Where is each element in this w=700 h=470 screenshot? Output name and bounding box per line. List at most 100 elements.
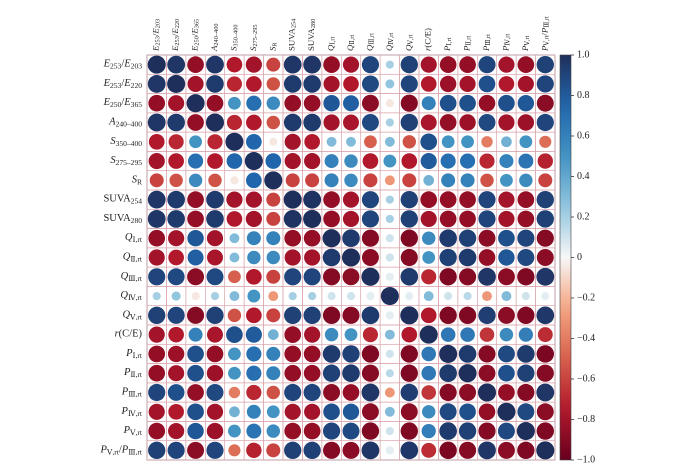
corr-circle xyxy=(517,249,535,266)
corr-circle xyxy=(536,229,554,247)
corr-circle xyxy=(304,152,321,170)
corr-circle xyxy=(536,210,554,228)
corr-circle xyxy=(167,384,185,401)
row-label: E250/E365 xyxy=(103,98,143,109)
corr-circle xyxy=(228,386,241,399)
corr-circle xyxy=(478,229,496,247)
column-label: A240–400 xyxy=(209,23,220,52)
corr-circle xyxy=(284,249,301,266)
corr-circle xyxy=(304,133,320,150)
corr-circle xyxy=(229,406,240,418)
corr-circle xyxy=(187,268,205,286)
corr-circle xyxy=(322,422,341,440)
corr-circle xyxy=(478,56,496,74)
corr-circle xyxy=(168,422,185,440)
corr-circle xyxy=(245,56,262,73)
corr-circle xyxy=(148,422,166,440)
corr-circle xyxy=(497,422,515,440)
corr-circle xyxy=(246,404,261,419)
corr-circle xyxy=(167,55,186,74)
colorbar-tick-label: 0.2 xyxy=(577,211,590,222)
corr-circle xyxy=(385,195,394,204)
corr-circle xyxy=(246,95,262,111)
corr-circle xyxy=(361,114,379,131)
corr-circle xyxy=(519,135,533,149)
corr-circle xyxy=(303,383,321,402)
corr-circle xyxy=(268,291,279,302)
corr-circle xyxy=(152,292,161,301)
corr-circle xyxy=(187,210,204,228)
corr-circle xyxy=(459,210,476,228)
corr-circle xyxy=(226,76,242,92)
corr-circle xyxy=(439,403,457,421)
corr-circle xyxy=(266,385,280,400)
corr-circle xyxy=(439,383,457,402)
corr-circle xyxy=(478,403,496,421)
corr-circle xyxy=(323,384,341,401)
corr-circle xyxy=(517,95,535,112)
corr-circle xyxy=(344,328,358,342)
corr-circle xyxy=(188,173,203,188)
corr-circle xyxy=(147,113,166,132)
corr-circle xyxy=(226,191,243,208)
corr-circle xyxy=(148,249,165,266)
corr-circle xyxy=(322,229,341,248)
corr-circle xyxy=(171,291,181,301)
grid-cell xyxy=(535,440,556,461)
corr-circle xyxy=(342,422,360,440)
corr-circle xyxy=(168,403,184,420)
colorbar-tick-label: 1.0 xyxy=(577,49,590,60)
corr-circle xyxy=(148,441,166,460)
corr-circle xyxy=(536,94,554,112)
corr-circle xyxy=(401,326,418,343)
corr-circle xyxy=(266,443,281,458)
corr-circle xyxy=(229,252,240,263)
corr-circle xyxy=(421,346,437,362)
corr-circle xyxy=(148,133,165,150)
corr-circle xyxy=(516,422,535,441)
corr-circle xyxy=(441,173,456,188)
corr-circle xyxy=(458,306,477,325)
corr-circle xyxy=(188,327,203,342)
corr-circle xyxy=(148,383,166,402)
corr-circle xyxy=(148,229,166,247)
column-label: S275–295 xyxy=(248,24,259,51)
corr-circle xyxy=(226,114,242,131)
corr-circle xyxy=(342,268,360,286)
corr-circle xyxy=(322,441,341,459)
column-label: PⅤ,rt/PⅢ,rt xyxy=(539,16,550,52)
corr-circle xyxy=(246,307,262,324)
corr-circle xyxy=(383,154,397,168)
corr-circle xyxy=(266,250,280,265)
corr-circle xyxy=(303,268,321,286)
corr-circle xyxy=(283,55,302,74)
corr-circle xyxy=(517,114,535,131)
corr-circle xyxy=(246,384,262,401)
corr-circle xyxy=(536,249,554,266)
column-label: SUVA280 xyxy=(306,19,317,51)
corr-circle xyxy=(517,56,535,73)
corr-circle xyxy=(247,250,261,265)
corr-circle xyxy=(478,75,496,93)
corr-circle xyxy=(439,422,457,440)
corr-circle xyxy=(478,191,496,209)
corr-circle xyxy=(323,403,340,421)
heatmap-cells xyxy=(146,54,556,461)
corr-circle xyxy=(205,113,225,132)
corr-circle xyxy=(361,56,380,74)
corr-circle xyxy=(229,291,240,302)
corr-circle xyxy=(498,56,515,73)
corr-circle xyxy=(228,347,241,361)
corr-circle xyxy=(303,229,321,247)
column-label: QⅢ,rt xyxy=(364,33,375,51)
corr-circle xyxy=(361,249,379,266)
column-label: PⅢ,rt xyxy=(481,34,492,52)
corr-circle xyxy=(148,345,166,363)
corr-circle xyxy=(361,210,380,228)
corr-circle xyxy=(246,133,262,150)
corr-circle xyxy=(342,441,360,459)
corr-circle xyxy=(361,229,380,247)
corr-circle xyxy=(400,210,418,228)
corr-circle xyxy=(228,424,241,438)
